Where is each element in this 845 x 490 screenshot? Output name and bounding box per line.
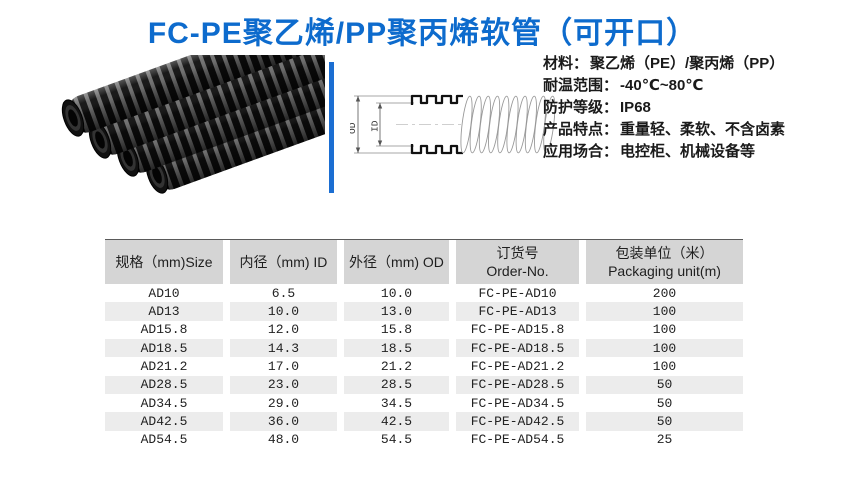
table-cell: 12.0 (267, 322, 300, 338)
table-cell: 29.0 (267, 395, 300, 411)
table-cell: AD15.8 (140, 322, 188, 338)
table-cell: 21.2 (380, 358, 413, 374)
header-cell-size: 规格（mm)Size (105, 240, 223, 284)
table-cell: 100 (586, 302, 743, 321)
table-row: AD10 6.5 10.0 FC-PE-AD10 200 (105, 284, 743, 302)
spec-value: -40℃~80℃ (620, 77, 704, 94)
spec-value: 重量轻、柔软、不含卤素 (620, 121, 786, 138)
header-line: 包装单位（米） (615, 245, 714, 261)
table-cell: 54.5 (380, 432, 413, 448)
spec-value: IP68 (620, 99, 651, 116)
spec-value: 电控柜、机械设备等 (620, 143, 756, 160)
table-row: AD34.5 29.0 34.5 FC-PE-AD34.5 50 (105, 394, 743, 412)
table-cell: FC-PE-AD13 (456, 302, 579, 321)
table-cell: 14.3 (230, 338, 337, 358)
table-row: AD13 10.0 13.0 FC-PE-AD13 100 (105, 302, 743, 321)
header-line: 内径（mm) ID (239, 254, 328, 270)
header-line: Order-No. (486, 263, 549, 279)
table-cell: AD42.5 (105, 412, 223, 431)
header-cell-inner-diameter: 内径（mm) ID (230, 240, 337, 284)
table-cell: AD54.5 (140, 432, 188, 448)
table-cell: 10.0 (380, 285, 413, 301)
table-row: AD15.8 12.0 15.8 FC-PE-AD15.8 100 (105, 321, 743, 339)
tube-diagram: OD ID (347, 90, 556, 158)
table-cell: 50 (586, 375, 743, 394)
table-cell: AD18.5 (105, 338, 223, 358)
header-line: 规格（mm)Size (115, 254, 213, 270)
table-cell: FC-PE-AD21.2 (470, 358, 565, 374)
table-cell: AD13 (105, 302, 223, 321)
table-cell: FC-PE-AD15.8 (470, 322, 565, 338)
table-cell: 10.0 (230, 302, 337, 321)
table-cell: 18.5 (344, 338, 449, 358)
table-cell: 200 (652, 285, 677, 301)
table-cell: FC-PE-AD10 (478, 285, 557, 301)
table-cell: AD28.5 (105, 375, 223, 394)
table-cell: 15.8 (380, 322, 413, 338)
table-cell: 28.5 (344, 375, 449, 394)
table-row: AD21.2 17.0 21.2 FC-PE-AD21.2 100 (105, 357, 743, 375)
header-line: 订货号 (496, 245, 539, 261)
table-cell: 50 (586, 412, 743, 431)
table-cell: 6.5 (271, 285, 296, 301)
table-cell: AD10 (148, 285, 180, 301)
table-body: AD10 6.5 10.0 FC-PE-AD10 200 AD13 10.0 13.0 FC-P… (105, 284, 743, 449)
table-cell: FC-PE-AD34.5 (470, 395, 565, 411)
vertical-divider (329, 62, 334, 193)
table-cell: 100 (586, 338, 743, 358)
od-label: OD (350, 122, 358, 134)
table-cell: 23.0 (230, 375, 337, 394)
header-cell-outer-diameter: 外径（mm) OD (344, 240, 449, 284)
spec-item-temperature: 耐温范围： -40℃~80℃ (543, 75, 843, 97)
spec-item-protection: 防护等级： IP68 (543, 97, 843, 119)
table-cell: AD21.2 (140, 358, 188, 374)
table-cell: AD34.5 (140, 395, 188, 411)
spec-item-applications: 应用场合： 电控柜、机械设备等 (543, 141, 843, 163)
table-cell: FC-PE-AD42.5 (456, 412, 579, 431)
spec-label: 应用场合： (543, 143, 619, 160)
header-cell-order-no: 订货号 Order-No. (456, 240, 579, 284)
table-cell: 34.5 (380, 395, 413, 411)
header-line: Packaging unit(m) (608, 263, 721, 279)
header-cell-packaging: 包装单位（米） Packaging unit(m) (586, 240, 743, 284)
table-cell: 36.0 (230, 412, 337, 431)
id-label: ID (370, 120, 381, 132)
table-row: AD28.5 23.0 28.5 FC-PE-AD28.5 50 (105, 375, 743, 394)
spec-label: 材料： (543, 55, 589, 72)
tube-dimension-drawing: OD ID (347, 94, 556, 155)
table-cell: 100 (652, 322, 677, 338)
spec-item-features: 产品特点： 重量轻、柔软、不含卤素 (543, 119, 843, 141)
spec-label: 产品特点： (543, 121, 619, 138)
table-cell: 50 (656, 395, 673, 411)
table-cell: 17.0 (267, 358, 300, 374)
table-cell: 42.5 (344, 412, 449, 431)
table-cell: 100 (652, 358, 677, 374)
table-row: AD42.5 36.0 42.5 FC-PE-AD42.5 50 (105, 412, 743, 431)
table-cell: 25 (656, 432, 673, 448)
table-cell: 13.0 (344, 302, 449, 321)
page-title: FC-PE聚乙烯/PP聚丙烯软管（可开口） (147, 17, 698, 50)
table-row: AD54.5 48.0 54.5 FC-PE-AD54.5 25 (105, 431, 743, 449)
spec-label: 防护等级： (543, 99, 619, 116)
table-row: AD18.5 14.3 18.5 FC-PE-AD18.5 100 (105, 338, 743, 358)
header-line: 外径（mm) OD (349, 254, 444, 270)
table-cell: FC-PE-AD28.5 (456, 375, 579, 394)
table-cell: 48.0 (267, 432, 300, 448)
spec-value: 聚乙烯（PE）/聚丙烯（PP） (590, 55, 785, 72)
spec-table: 规格（mm)Size 内径（mm) ID 外径（mm) OD 订货号 Order… (105, 239, 743, 449)
spec-list: 材料： 聚乙烯（PE）/聚丙烯（PP） 耐温范围： -40℃~80℃ 防护等级： IP… (543, 53, 843, 163)
product-photo-image (61, 0, 449, 194)
product-photo (60, 0, 449, 230)
spec-item-material: 材料： 聚乙烯（PE）/聚丙烯（PP） (543, 53, 843, 75)
table-header: 规格（mm)Size 内径（mm) ID 外径（mm) OD 订货号 Order… (105, 239, 743, 284)
table-cell: FC-PE-AD18.5 (456, 338, 579, 358)
table-cell: FC-PE-AD54.5 (470, 432, 565, 448)
spec-label: 耐温范围： (543, 77, 619, 94)
